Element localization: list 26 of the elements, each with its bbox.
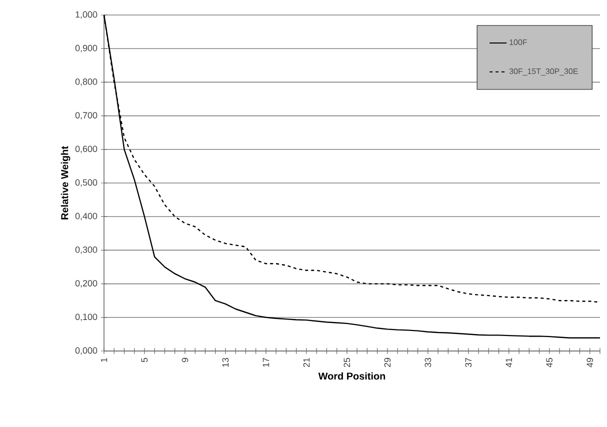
y-axis-title: Relative Weight [60, 146, 70, 220]
x-tick-label: 37 [465, 358, 472, 368]
y-tick-label: 0,900 [75, 44, 98, 52]
x-tick-label: 1 [100, 358, 108, 362]
x-tick-label: 29 [384, 358, 391, 368]
x-tick-label: 21 [303, 358, 310, 368]
x-tick-label: 9 [182, 358, 188, 362]
y-tick-label: 0,600 [75, 146, 98, 154]
y-tick-label: 0,100 [75, 314, 98, 322]
x-tick-label: 45 [546, 358, 553, 368]
x-tick-label: 17 [262, 358, 270, 367]
x-tick-label: 13 [222, 358, 229, 367]
y-tick-label: 0,400 [75, 212, 98, 220]
y-tick-label: 0,300 [75, 246, 98, 254]
y-tick-label: 0,500 [75, 179, 98, 187]
x-tick-label: 33 [424, 358, 432, 368]
y-tick-label: 0,000 [75, 347, 98, 355]
y-tick-label: 0,700 [75, 112, 98, 120]
y-tick-label: 0,200 [75, 280, 98, 288]
x-axis-title: Word Position [318, 372, 386, 380]
y-tick-label: 1,000 [76, 11, 98, 19]
x-tick-label: 41 [506, 358, 512, 368]
y-tick-label: 0,800 [75, 78, 98, 86]
x-tick-label: 25 [344, 358, 350, 368]
x-tick-label: 5 [141, 358, 148, 362]
x-tick-label: 49 [586, 358, 594, 368]
